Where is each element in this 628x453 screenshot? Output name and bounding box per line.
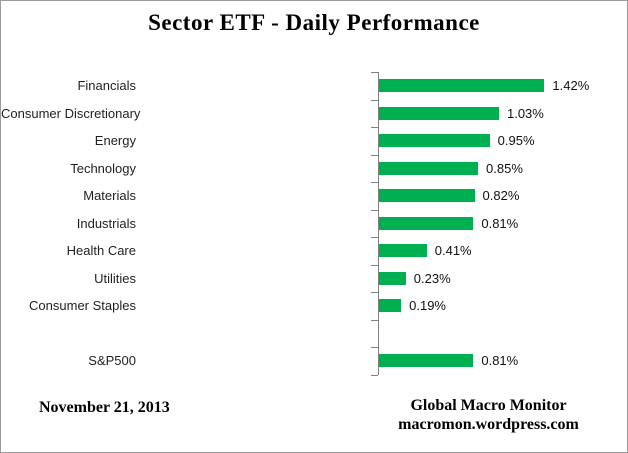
bar [379,161,479,175]
source-name: Global Macro Monitor [410,397,567,414]
chart-row: Technology 0.85% [1,155,627,183]
category-label: Energy [94,133,136,148]
category-label: Health Care [66,243,136,258]
bar [379,244,427,257]
axis-tick [371,292,378,293]
bar [379,216,474,230]
category-label: Consumer Discretionary [1,105,141,121]
bar [379,271,406,285]
source-attribution: Global Macro Monitor macromon.wordpress.… [376,396,601,434]
bar [379,189,475,202]
axis-tick [371,127,378,128]
axis-tick [371,72,378,73]
category-label: Technology [70,160,136,176]
value-label: 0.81% [481,215,519,231]
value-label: 1.03% [506,105,544,121]
chart-row: Financials 1.42% [1,72,627,100]
value-label: 0.19% [409,298,446,313]
value-label: 1.42% [552,78,590,93]
chart-row: Consumer Staples 0.19% [1,292,627,320]
axis-tick [371,209,378,211]
category-label: Materials [83,188,136,203]
axis-tick [371,237,378,238]
value-label: 0.41% [434,243,472,258]
chart-row: S&P500 0.81% [1,347,627,375]
category-label [1,320,136,348]
category-label: Industrials [76,215,136,231]
category-label: Utilities [94,270,136,286]
chart-row: Energy 0.95% [1,127,627,155]
value-label: 0.85% [486,160,523,176]
axis-tick [371,154,378,156]
chart-row [1,320,627,348]
bar [379,354,474,367]
chart-title: Sector ETF - Daily Performance [148,10,480,35]
chart-row: Consumer Discretionary 1.03% [1,100,627,128]
bar [379,79,545,92]
category-label: S&P500 [88,353,136,368]
value-label: 0.95% [497,133,535,148]
value-label: 0.23% [413,270,451,286]
axis-tick [371,264,378,266]
axis-tick [371,99,378,101]
chart-row: Utilities 0.23% [1,265,627,293]
value-label: 0.82% [482,188,520,203]
bar [379,299,402,312]
axis-tick [371,319,378,321]
source-url: macromon.wordpress.com [398,416,579,433]
axis-tick [371,374,378,376]
category-axis-line [378,72,379,375]
axis-tick [371,347,378,348]
bar [379,106,499,120]
footer-date: November 21, 2013 [39,399,170,416]
axis-tick [371,182,378,183]
category-label: Financials [77,78,136,93]
chart-row: Industrials 0.81% [1,210,627,238]
value-label: 0.81% [481,353,519,368]
chart-row: Materials 0.82% [1,182,627,210]
category-label: Consumer Staples [29,298,136,313]
bar [379,134,490,147]
chart-row: Health Care 0.41% [1,237,627,265]
